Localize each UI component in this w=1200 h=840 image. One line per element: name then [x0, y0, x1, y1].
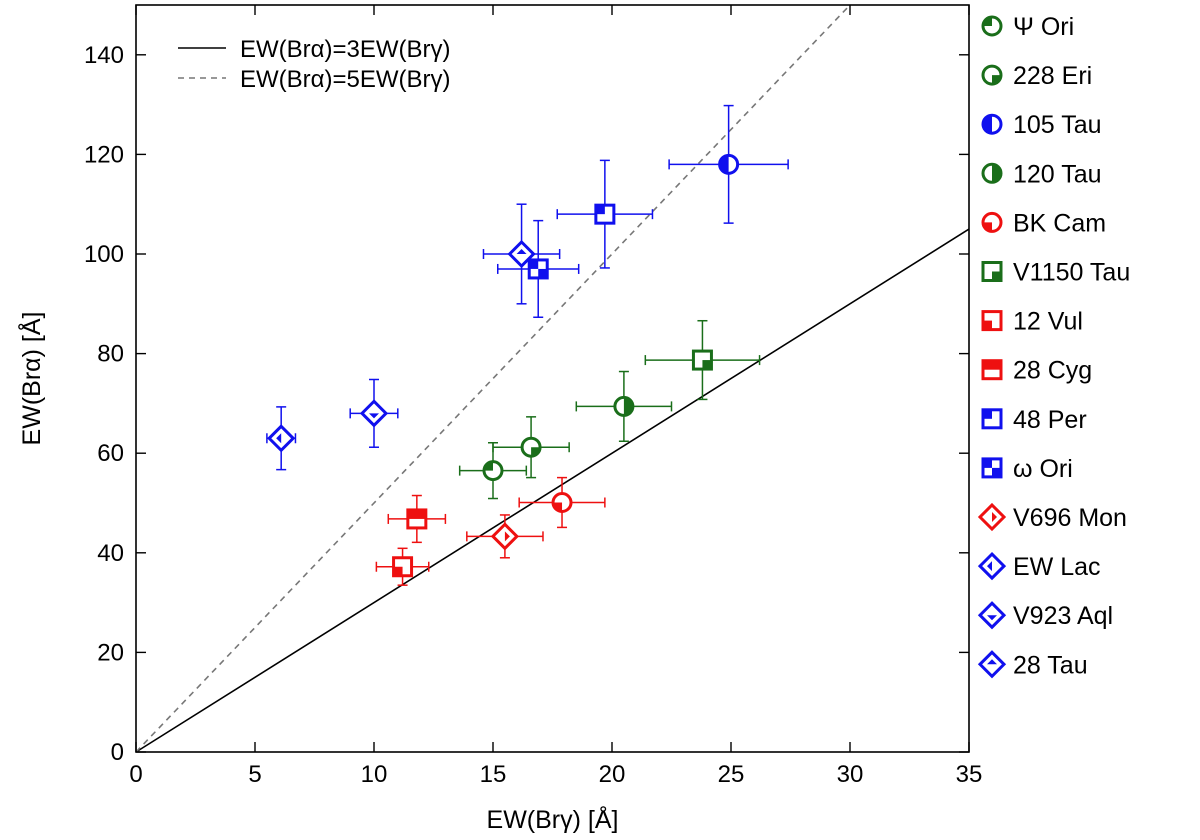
x-tick-label: 10 [361, 761, 388, 788]
series-legend-label: V923 Aql [1013, 602, 1113, 630]
series-legend-item: 120 Tau [981, 160, 1102, 188]
y-tick-label: 0 [111, 739, 124, 766]
point-marker [482, 460, 504, 482]
series-legend-item: 105 Tau [981, 111, 1102, 139]
series-legend-item: 48 Per [981, 406, 1087, 434]
y-tick-label: 20 [97, 639, 124, 666]
data-point [556, 159, 654, 269]
guide-lines [135, 4, 970, 753]
point-marker [613, 395, 635, 417]
series-legend-label: V1150 Tau [1013, 259, 1130, 287]
point-marker [507, 239, 536, 269]
point-marker [359, 399, 389, 428]
data-point [349, 378, 399, 448]
series-legend-item: Ψ Ori [981, 13, 1074, 41]
series-legend-label: EW Lac [1013, 553, 1101, 581]
legend-marker [981, 261, 1003, 282]
legend-marker [981, 15, 1003, 37]
legend-marker [981, 113, 1003, 135]
data-point [497, 219, 580, 318]
solid-guide-line [135, 228, 970, 753]
data-point [375, 547, 430, 586]
series-legend-item: BK Cam [981, 209, 1106, 237]
x-tick-label: 25 [718, 761, 745, 788]
data-point [466, 514, 544, 559]
legend-marker [981, 64, 1003, 86]
series-legend-label: 28 Tau [1013, 651, 1088, 679]
data-point [518, 476, 606, 529]
series-legend-item: V1150 Tau [981, 259, 1130, 287]
data-point [482, 203, 561, 305]
line-legend-label: EW(Brα)=3EW(Brγ) [240, 36, 451, 63]
series-legend-label: BK Cam [1013, 209, 1106, 237]
series-legend-label: 28 Cyg [1013, 357, 1092, 385]
data-point [644, 319, 761, 401]
point-marker [520, 436, 542, 458]
x-tick-label: 5 [248, 761, 261, 788]
data-point [575, 370, 673, 442]
series-legend-item: 28 Tau [977, 650, 1088, 679]
legend-marker [977, 502, 1007, 532]
x-tick-label: 20 [599, 761, 626, 788]
series-legend-label: ω Ori [1013, 455, 1073, 483]
legend-marker [977, 601, 1007, 630]
legend-marker [977, 650, 1007, 679]
legend-marker [981, 457, 1003, 479]
series-legend-label: 48 Per [1013, 406, 1087, 434]
data-point [668, 104, 789, 224]
legend-marker [981, 162, 1003, 184]
line-legend-label: EW(Brα)=5EW(Brγ) [240, 66, 451, 93]
point-marker [406, 508, 428, 530]
plot-frame [135, 4, 970, 753]
y-tick-label: 100 [84, 241, 124, 268]
series-legend-item: 28 Cyg [981, 357, 1092, 385]
x-tick-label: 0 [129, 761, 142, 788]
series-legend-item: 228 Eri [981, 62, 1092, 90]
point-marker [718, 153, 740, 175]
series-legend-item: 12 Vul [981, 308, 1083, 336]
y-tick-label: 80 [97, 341, 124, 368]
data-points [266, 104, 789, 586]
series-legend-label: V696 Mon [1013, 504, 1127, 532]
point-marker [267, 424, 296, 453]
legend-marker [981, 408, 1003, 430]
point-marker [527, 258, 549, 280]
point-marker [551, 492, 573, 514]
legend-marker [981, 211, 1003, 233]
series-legend-label: 12 Vul [1013, 308, 1083, 336]
dashed-guide-line [135, 4, 851, 753]
legend-marker [981, 359, 1003, 381]
line-legend: EW(Brα)=3EW(Brγ) EW(Brα)=5EW(Brγ) [178, 36, 451, 93]
x-tick-label: 35 [956, 761, 983, 788]
axis-ticks: 0 5 10 15 20 25 30 35 0 20 40 60 80 100 120 140 [84, 5, 982, 788]
series-legend-item: V923 Aql [977, 601, 1113, 630]
series-legend-label: 105 Tau [1013, 111, 1102, 139]
x-tick-label: 15 [480, 761, 507, 788]
y-axis-label: EW(Brα) [Å] [16, 312, 46, 446]
series-legend-item: ω Ori [981, 455, 1073, 483]
y-tick-label: 40 [97, 540, 124, 567]
series-legend-item: EW Lac [977, 551, 1101, 581]
y-tick-label: 60 [97, 440, 124, 467]
data-point [458, 441, 528, 500]
series-legend: Ψ Ori 228 Eri 105 Tau 120 Tau BK Cam V1150 Ta… [977, 13, 1130, 679]
y-tick-label: 140 [84, 42, 124, 69]
legend-marker [977, 551, 1007, 581]
point-marker [691, 349, 713, 371]
data-point [492, 416, 570, 479]
point-marker [490, 522, 520, 551]
series-legend-label: 228 Eri [1013, 62, 1092, 90]
x-tick-label: 30 [837, 761, 864, 788]
data-point [266, 406, 297, 471]
series-legend-label: Ψ Ori [1013, 13, 1074, 41]
series-legend-label: 120 Tau [1013, 160, 1102, 188]
x-axis-label: EW(Brγ) [Å] [487, 804, 619, 834]
point-marker [594, 203, 616, 225]
point-marker [392, 556, 414, 578]
data-point [387, 494, 447, 544]
series-legend-item: V696 Mon [977, 502, 1127, 532]
y-tick-label: 120 [84, 141, 124, 168]
legend-marker [981, 310, 1003, 332]
